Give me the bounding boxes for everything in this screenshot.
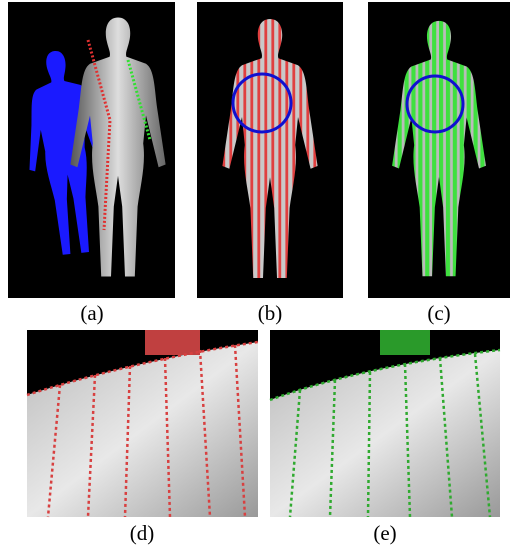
panel-c — [368, 2, 510, 298]
panel-e — [270, 330, 500, 517]
caption: (a) — [80, 301, 103, 325]
figure: (a) (b) (c) (d) (e) — [0, 0, 516, 549]
caption: (d) — [130, 521, 155, 545]
panel-b — [197, 2, 343, 298]
caption: (c) — [427, 301, 450, 325]
panel-d — [27, 330, 258, 517]
page: (a) (b) (c) (d) (e) (() => { const data … — [0, 0, 516, 549]
panel-a — [8, 2, 175, 298]
caption: (b) — [258, 301, 283, 325]
caption: (e) — [373, 521, 396, 545]
